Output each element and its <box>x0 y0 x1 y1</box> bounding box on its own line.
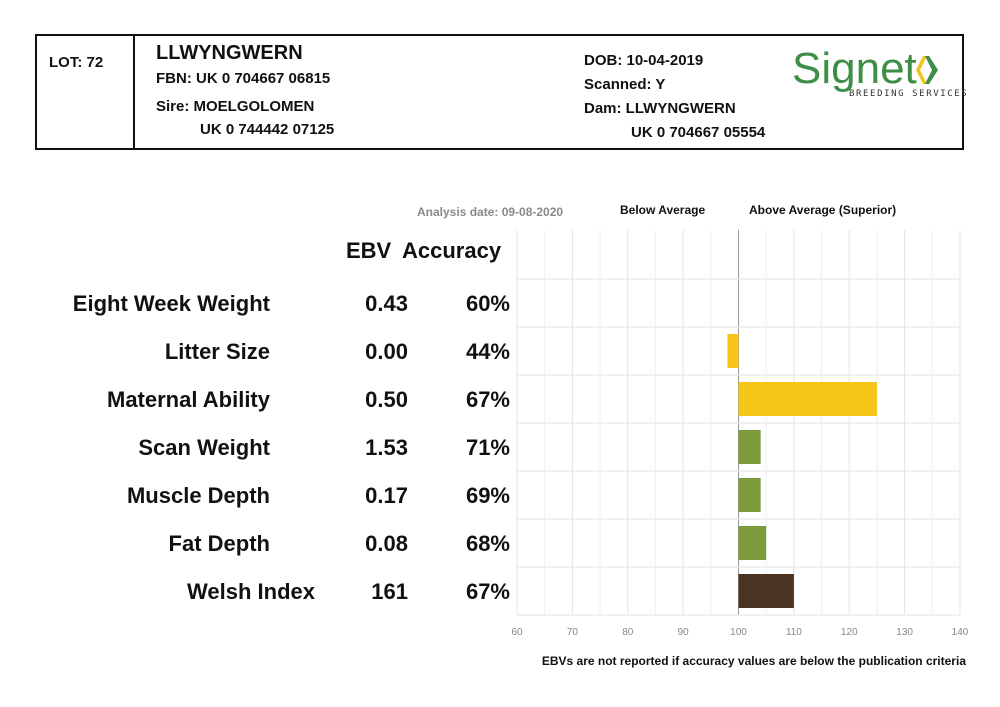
animal-name: LLWYNGWERN <box>156 42 303 64</box>
ebv-value: 1.53 <box>365 435 408 460</box>
trait-label: Fat Depth <box>168 531 270 556</box>
trait-label: Welsh Index <box>187 579 315 604</box>
accuracy-column-header: Accuracy <box>402 238 502 263</box>
accuracy-value: 44% <box>465 339 510 364</box>
signet-logo: Signet BREEDING SERVICES <box>792 44 967 100</box>
analysis-date: Analysis date: 09-08-2020 <box>417 205 564 219</box>
logo-word: Signet <box>792 44 917 93</box>
logo-subtitle: BREEDING SERVICES <box>849 89 969 99</box>
ebv-bar <box>738 478 761 512</box>
ebv-value: 0.08 <box>365 531 408 556</box>
ebv-column-header: EBV <box>346 238 392 263</box>
ebv-value: 0.50 <box>365 387 408 412</box>
trait-label: Eight Week Weight <box>72 291 270 316</box>
trait-label: Scan Weight <box>138 435 270 460</box>
x-tick-label: 130 <box>896 627 913 638</box>
ebv-bar-chart: 60 70 80 90 100 110 120 130 140 <box>511 230 969 638</box>
publication-footnote: EBVs are not reported if accuracy values… <box>541 654 966 668</box>
below-average-label: Below Average <box>620 203 706 217</box>
ebv-value: 0.00 <box>365 339 408 364</box>
x-tick-label: 60 <box>511 627 523 638</box>
accuracy-value: 68% <box>465 531 510 556</box>
x-tick-label: 120 <box>841 627 858 638</box>
x-tick-label: 70 <box>567 627 579 638</box>
x-tick-label: 80 <box>622 627 634 638</box>
ebv-value: 0.43 <box>365 291 408 316</box>
accuracy-value: 71% <box>465 435 510 460</box>
sire-id: UK 0 744442 07125 <box>200 121 335 138</box>
x-tick-label: 90 <box>678 627 690 638</box>
animal-header: LOT: 72 <box>35 34 964 150</box>
x-tick-label: 110 <box>786 627 802 638</box>
lot-number: LOT: 72 <box>49 54 104 71</box>
trait-label: Maternal Ability <box>107 387 270 412</box>
accuracy-value: 67% <box>465 579 510 604</box>
trait-label: Litter Size <box>164 339 270 364</box>
ebv-bar <box>738 382 877 416</box>
sire-name: Sire: MOELGOLOMEN <box>156 98 315 115</box>
above-average-label: Above Average (Superior) <box>749 203 897 217</box>
trait-label: Muscle Depth <box>126 483 270 508</box>
scanned-status: Scanned: Y <box>584 76 666 93</box>
ebv-bar <box>738 430 761 464</box>
x-tick-label: 100 <box>730 627 747 638</box>
ebv-bar <box>727 334 739 368</box>
fbn-number: FBN: UK 0 704667 06815 <box>156 70 331 87</box>
ebv-bar <box>738 526 767 560</box>
ebv-bar <box>738 574 794 608</box>
ebv-value: 161 <box>371 579 408 604</box>
ebv-value: 0.17 <box>365 483 408 508</box>
accuracy-value: 69% <box>465 483 510 508</box>
x-tick-label: 140 <box>952 627 969 638</box>
lot-cell: LOT: 72 <box>37 36 135 148</box>
dam-name: Dam: LLWYNGWERN <box>584 100 736 117</box>
dam-id: UK 0 704667 05554 <box>631 124 766 141</box>
accuracy-value: 67% <box>465 387 510 412</box>
accuracy-value: 60% <box>465 291 510 316</box>
logo-chevron-icon <box>916 56 938 84</box>
date-of-birth: DOB: 10-04-2019 <box>584 52 704 69</box>
